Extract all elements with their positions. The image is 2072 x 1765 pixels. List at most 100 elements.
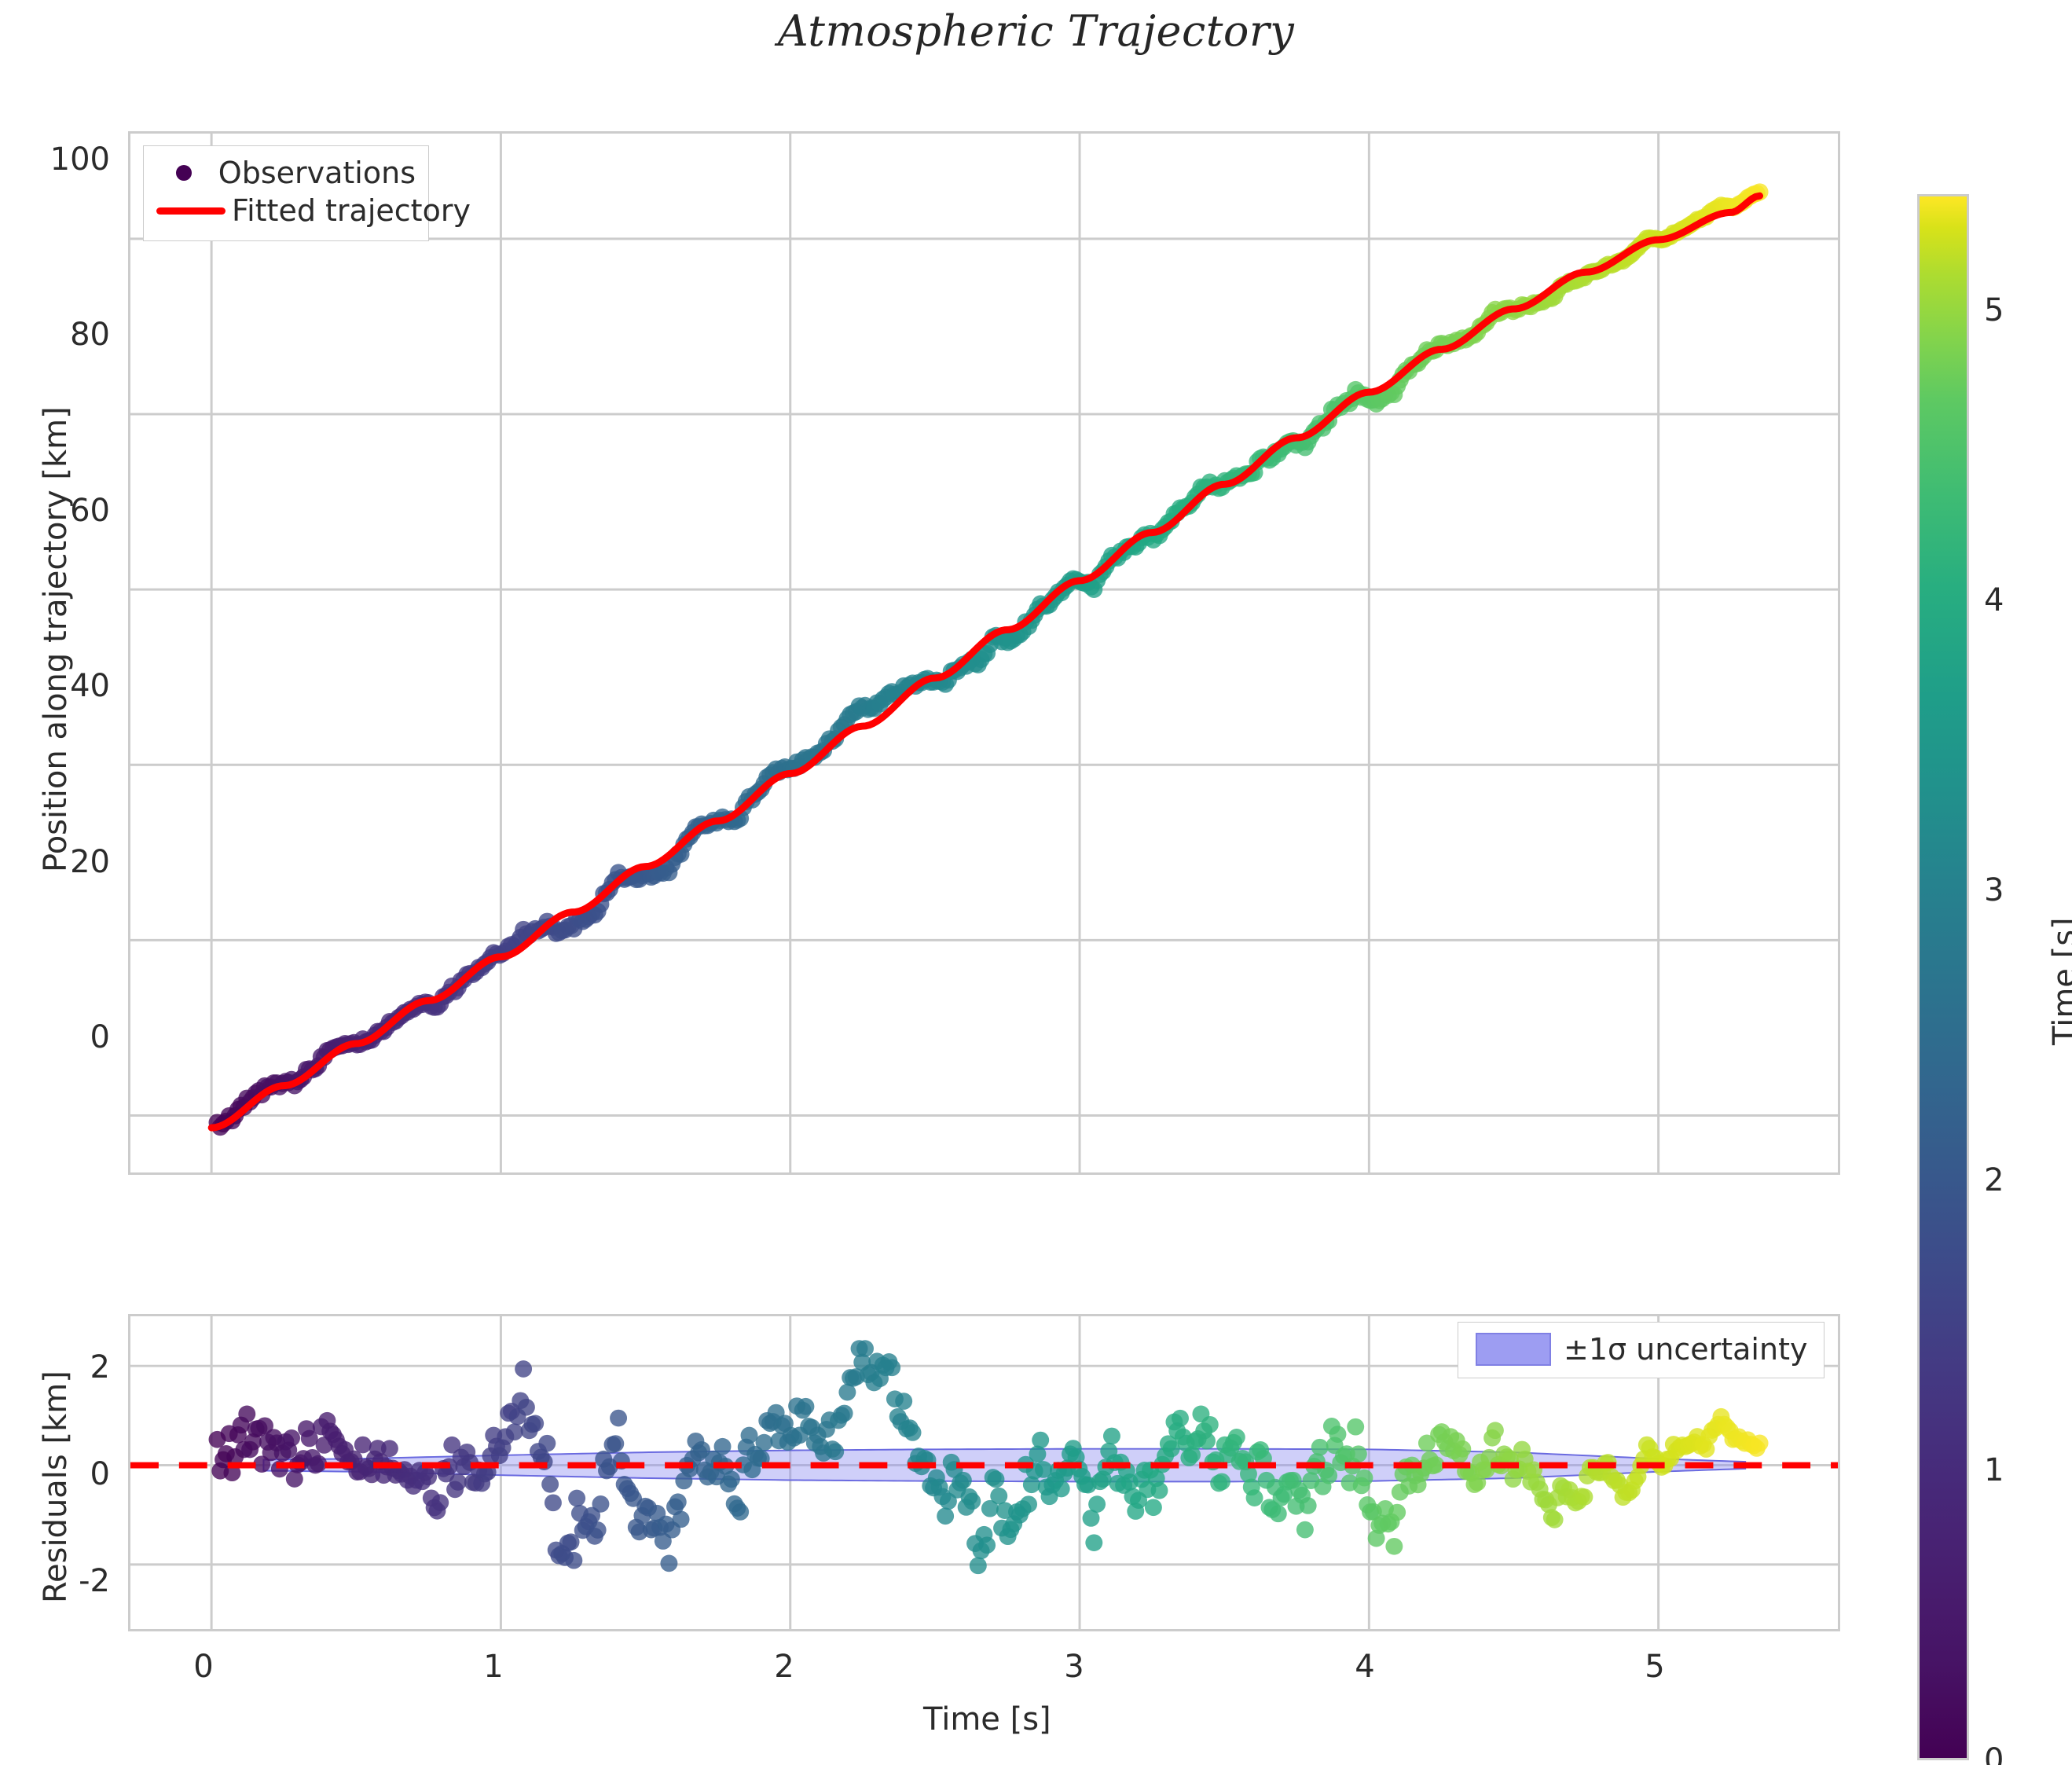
data-point: [431, 1494, 449, 1511]
data-point: [1486, 1422, 1504, 1440]
data-point: [937, 1507, 955, 1525]
uncertainty-band-icon: [1469, 1333, 1557, 1366]
data-point: [1088, 1495, 1106, 1513]
data-point: [1020, 1495, 1038, 1514]
data-point: [300, 1429, 318, 1448]
data-point: [1751, 1434, 1769, 1452]
data-point: [1546, 1511, 1564, 1528]
data-point: [583, 1506, 601, 1525]
data-point: [253, 1455, 271, 1473]
data-point: [592, 1495, 610, 1513]
main-legend: Observations Fitted trajectory: [143, 145, 471, 241]
data-point: [883, 1359, 901, 1377]
data-point: [1299, 1497, 1317, 1514]
main-plot-canvas: [130, 134, 1838, 1172]
data-point: [565, 1551, 583, 1569]
data-point: [1212, 1473, 1230, 1491]
data-point: [1349, 1445, 1367, 1462]
data-point: [256, 1417, 273, 1435]
data-point: [1227, 1429, 1245, 1446]
fit-line-icon: [156, 207, 226, 215]
data-point: [990, 1487, 1008, 1505]
data-point: [380, 1440, 398, 1458]
cbtick-2: 2: [1984, 1162, 2004, 1198]
ytick-main-40: 40: [70, 668, 110, 704]
ytick-resid-2: 2: [90, 1349, 110, 1385]
legend-item-observations[interactable]: Observations: [156, 154, 416, 192]
legend-item-uncertainty[interactable]: ±1σ uncertainty: [1469, 1329, 1813, 1370]
data-point: [669, 1493, 687, 1511]
data-point: [541, 1475, 559, 1493]
data-point: [1245, 1489, 1263, 1506]
data-point: [660, 1554, 678, 1572]
data-point: [449, 1473, 467, 1491]
data-point: [838, 1383, 856, 1401]
data-point: [562, 1533, 580, 1551]
data-point: [610, 1409, 628, 1427]
data-point: [1388, 1503, 1406, 1521]
data-point: [1201, 1415, 1219, 1433]
data-point: [1697, 1440, 1715, 1458]
data-point: [1102, 1427, 1120, 1445]
xtick-5: 5: [1645, 1649, 1665, 1685]
data-point: [1469, 1473, 1487, 1492]
data-point: [238, 1405, 256, 1423]
data-point: [732, 1503, 750, 1521]
data-point: [672, 1510, 690, 1528]
data-point: [1355, 1469, 1373, 1487]
residuals-legend: ±1σ uncertainty: [1458, 1322, 1824, 1378]
data-point: [827, 1443, 845, 1461]
data-point: [1417, 1434, 1436, 1452]
ytick-main-60: 60: [70, 493, 110, 529]
data-point: [987, 1470, 1005, 1488]
ytick-main-80: 80: [70, 317, 110, 353]
data-point: [310, 1455, 328, 1473]
fitted-trajectory-line: [207, 192, 1764, 1132]
cbtick-5: 5: [1984, 292, 2004, 328]
data-point: [722, 1470, 740, 1488]
data-point: [856, 1340, 874, 1357]
data-point: [895, 1393, 913, 1410]
main-y-axis-label: Position along trajectory [km]: [38, 406, 74, 872]
data-point: [981, 1499, 999, 1517]
data-point: [244, 1433, 262, 1451]
xtick-2: 2: [774, 1649, 794, 1685]
data-point: [285, 1470, 303, 1488]
data-point: [1085, 1534, 1103, 1551]
data-point: [1427, 1456, 1445, 1473]
xtick-4: 4: [1355, 1649, 1375, 1685]
cbtick-4: 4: [1984, 582, 2004, 618]
data-point: [1082, 1510, 1100, 1527]
data-point: [515, 1360, 533, 1378]
data-point: [607, 1435, 625, 1452]
page-title: Atmospheric Trajectory: [777, 6, 1295, 56]
x-axis-label: Time [s]: [923, 1701, 1051, 1737]
data-point: [1240, 1465, 1257, 1483]
data-point: [589, 1521, 607, 1539]
residuals-y-axis-label: Residuals [km]: [38, 1371, 74, 1603]
data-point: [755, 1433, 773, 1451]
data-point: [693, 1441, 710, 1459]
data-point: [568, 1489, 586, 1507]
xtick-1: 1: [483, 1649, 504, 1685]
data-point: [1150, 1481, 1168, 1499]
observations-marker-icon: [156, 165, 212, 181]
legend-label-fitted: Fitted trajectory: [232, 193, 471, 228]
colorbar[interactable]: [1917, 194, 1969, 1760]
data-point: [1032, 1431, 1050, 1449]
data-point: [1052, 1480, 1070, 1498]
data-point: [354, 1436, 372, 1454]
cbtick-3: 3: [1984, 872, 2004, 908]
ytick-resid-neg2: -2: [79, 1563, 110, 1599]
data-point: [740, 1426, 758, 1444]
data-point: [978, 1536, 996, 1554]
main-plot-axes: [128, 131, 1840, 1175]
data-point: [369, 1440, 387, 1457]
data-point: [954, 1471, 972, 1489]
legend-item-fitted-trajectory[interactable]: Fitted trajectory: [156, 192, 471, 229]
data-point: [1144, 1499, 1162, 1517]
data-point: [517, 1398, 535, 1416]
data-point: [1575, 1488, 1593, 1506]
data-point: [1329, 1426, 1347, 1443]
